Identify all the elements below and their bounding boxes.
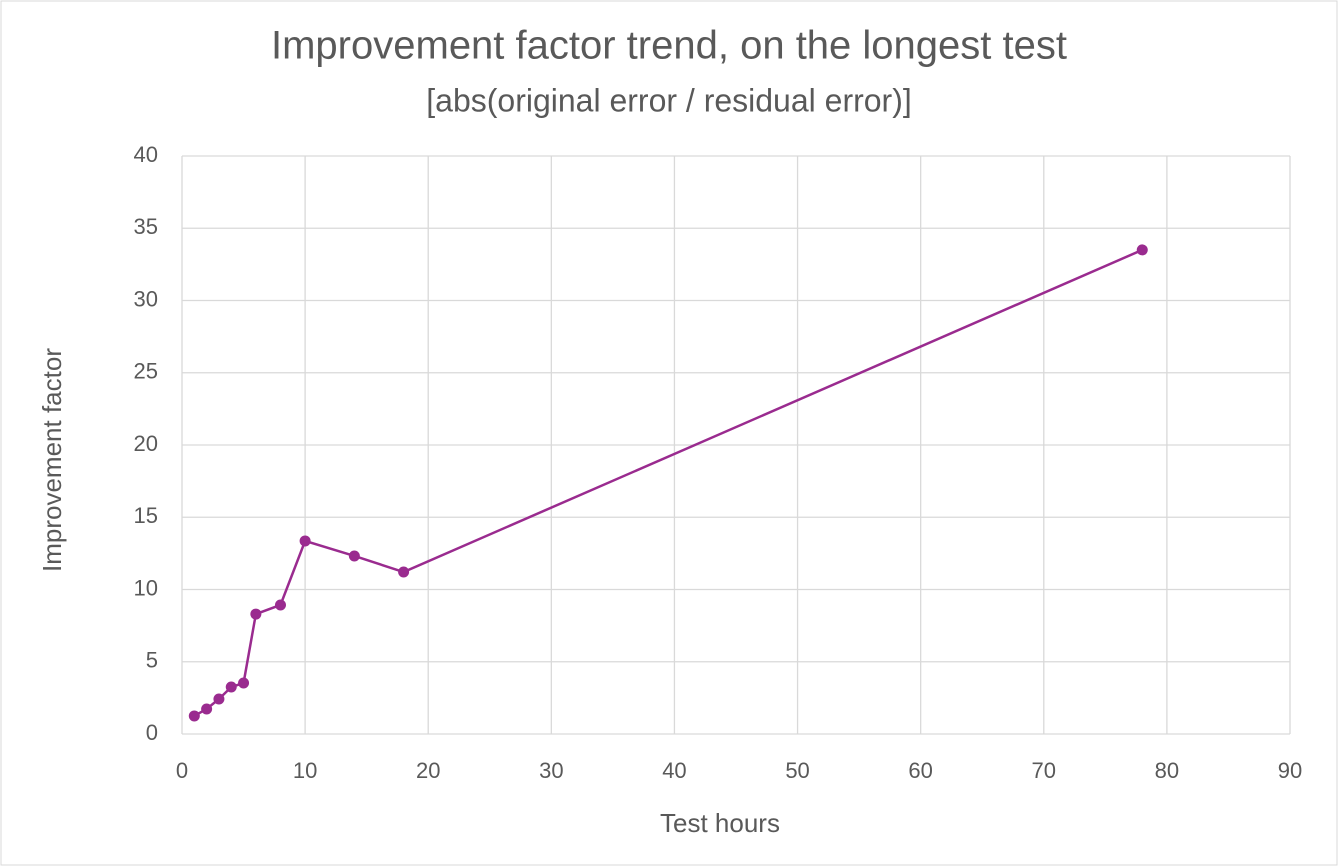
data-point bbox=[225, 681, 237, 693]
y-tick-label: 35 bbox=[134, 214, 158, 239]
data-point bbox=[348, 550, 360, 562]
data-point bbox=[201, 703, 213, 715]
data-point bbox=[250, 608, 262, 620]
x-axis-label: Test hours bbox=[660, 808, 780, 838]
data-point bbox=[238, 677, 250, 689]
y-tick-label: 40 bbox=[134, 142, 158, 167]
x-tick-label: 10 bbox=[293, 758, 317, 783]
x-tick-label: 60 bbox=[908, 758, 932, 783]
data-point bbox=[1136, 244, 1148, 256]
x-tick-label: 50 bbox=[785, 758, 809, 783]
data-point bbox=[299, 535, 311, 547]
y-tick-label: 10 bbox=[134, 575, 158, 600]
y-tick-label: 25 bbox=[134, 359, 158, 384]
y-tick-label: 30 bbox=[134, 286, 158, 311]
x-tick-label: 30 bbox=[539, 758, 563, 783]
x-tick-label: 20 bbox=[416, 758, 440, 783]
y-tick-label: 0 bbox=[146, 720, 158, 745]
data-point bbox=[274, 599, 286, 611]
x-tick-label: 80 bbox=[1155, 758, 1179, 783]
y-tick-label: 15 bbox=[134, 503, 158, 528]
x-tick-label: 0 bbox=[176, 758, 188, 783]
x-tick-label: 70 bbox=[1032, 758, 1056, 783]
data-point bbox=[398, 566, 410, 578]
x-tick-label: 90 bbox=[1278, 758, 1302, 783]
y-tick-label: 5 bbox=[146, 648, 158, 673]
chart-title: Improvement factor trend, on the longest… bbox=[271, 24, 1067, 68]
y-axis-label: Improvement factor bbox=[37, 348, 67, 572]
chart-subtitle: [abs(original error / residual error)] bbox=[426, 82, 912, 118]
data-point bbox=[213, 693, 225, 705]
x-tick-label: 40 bbox=[662, 758, 686, 783]
data-point bbox=[188, 710, 200, 722]
y-tick-label: 20 bbox=[134, 431, 158, 456]
